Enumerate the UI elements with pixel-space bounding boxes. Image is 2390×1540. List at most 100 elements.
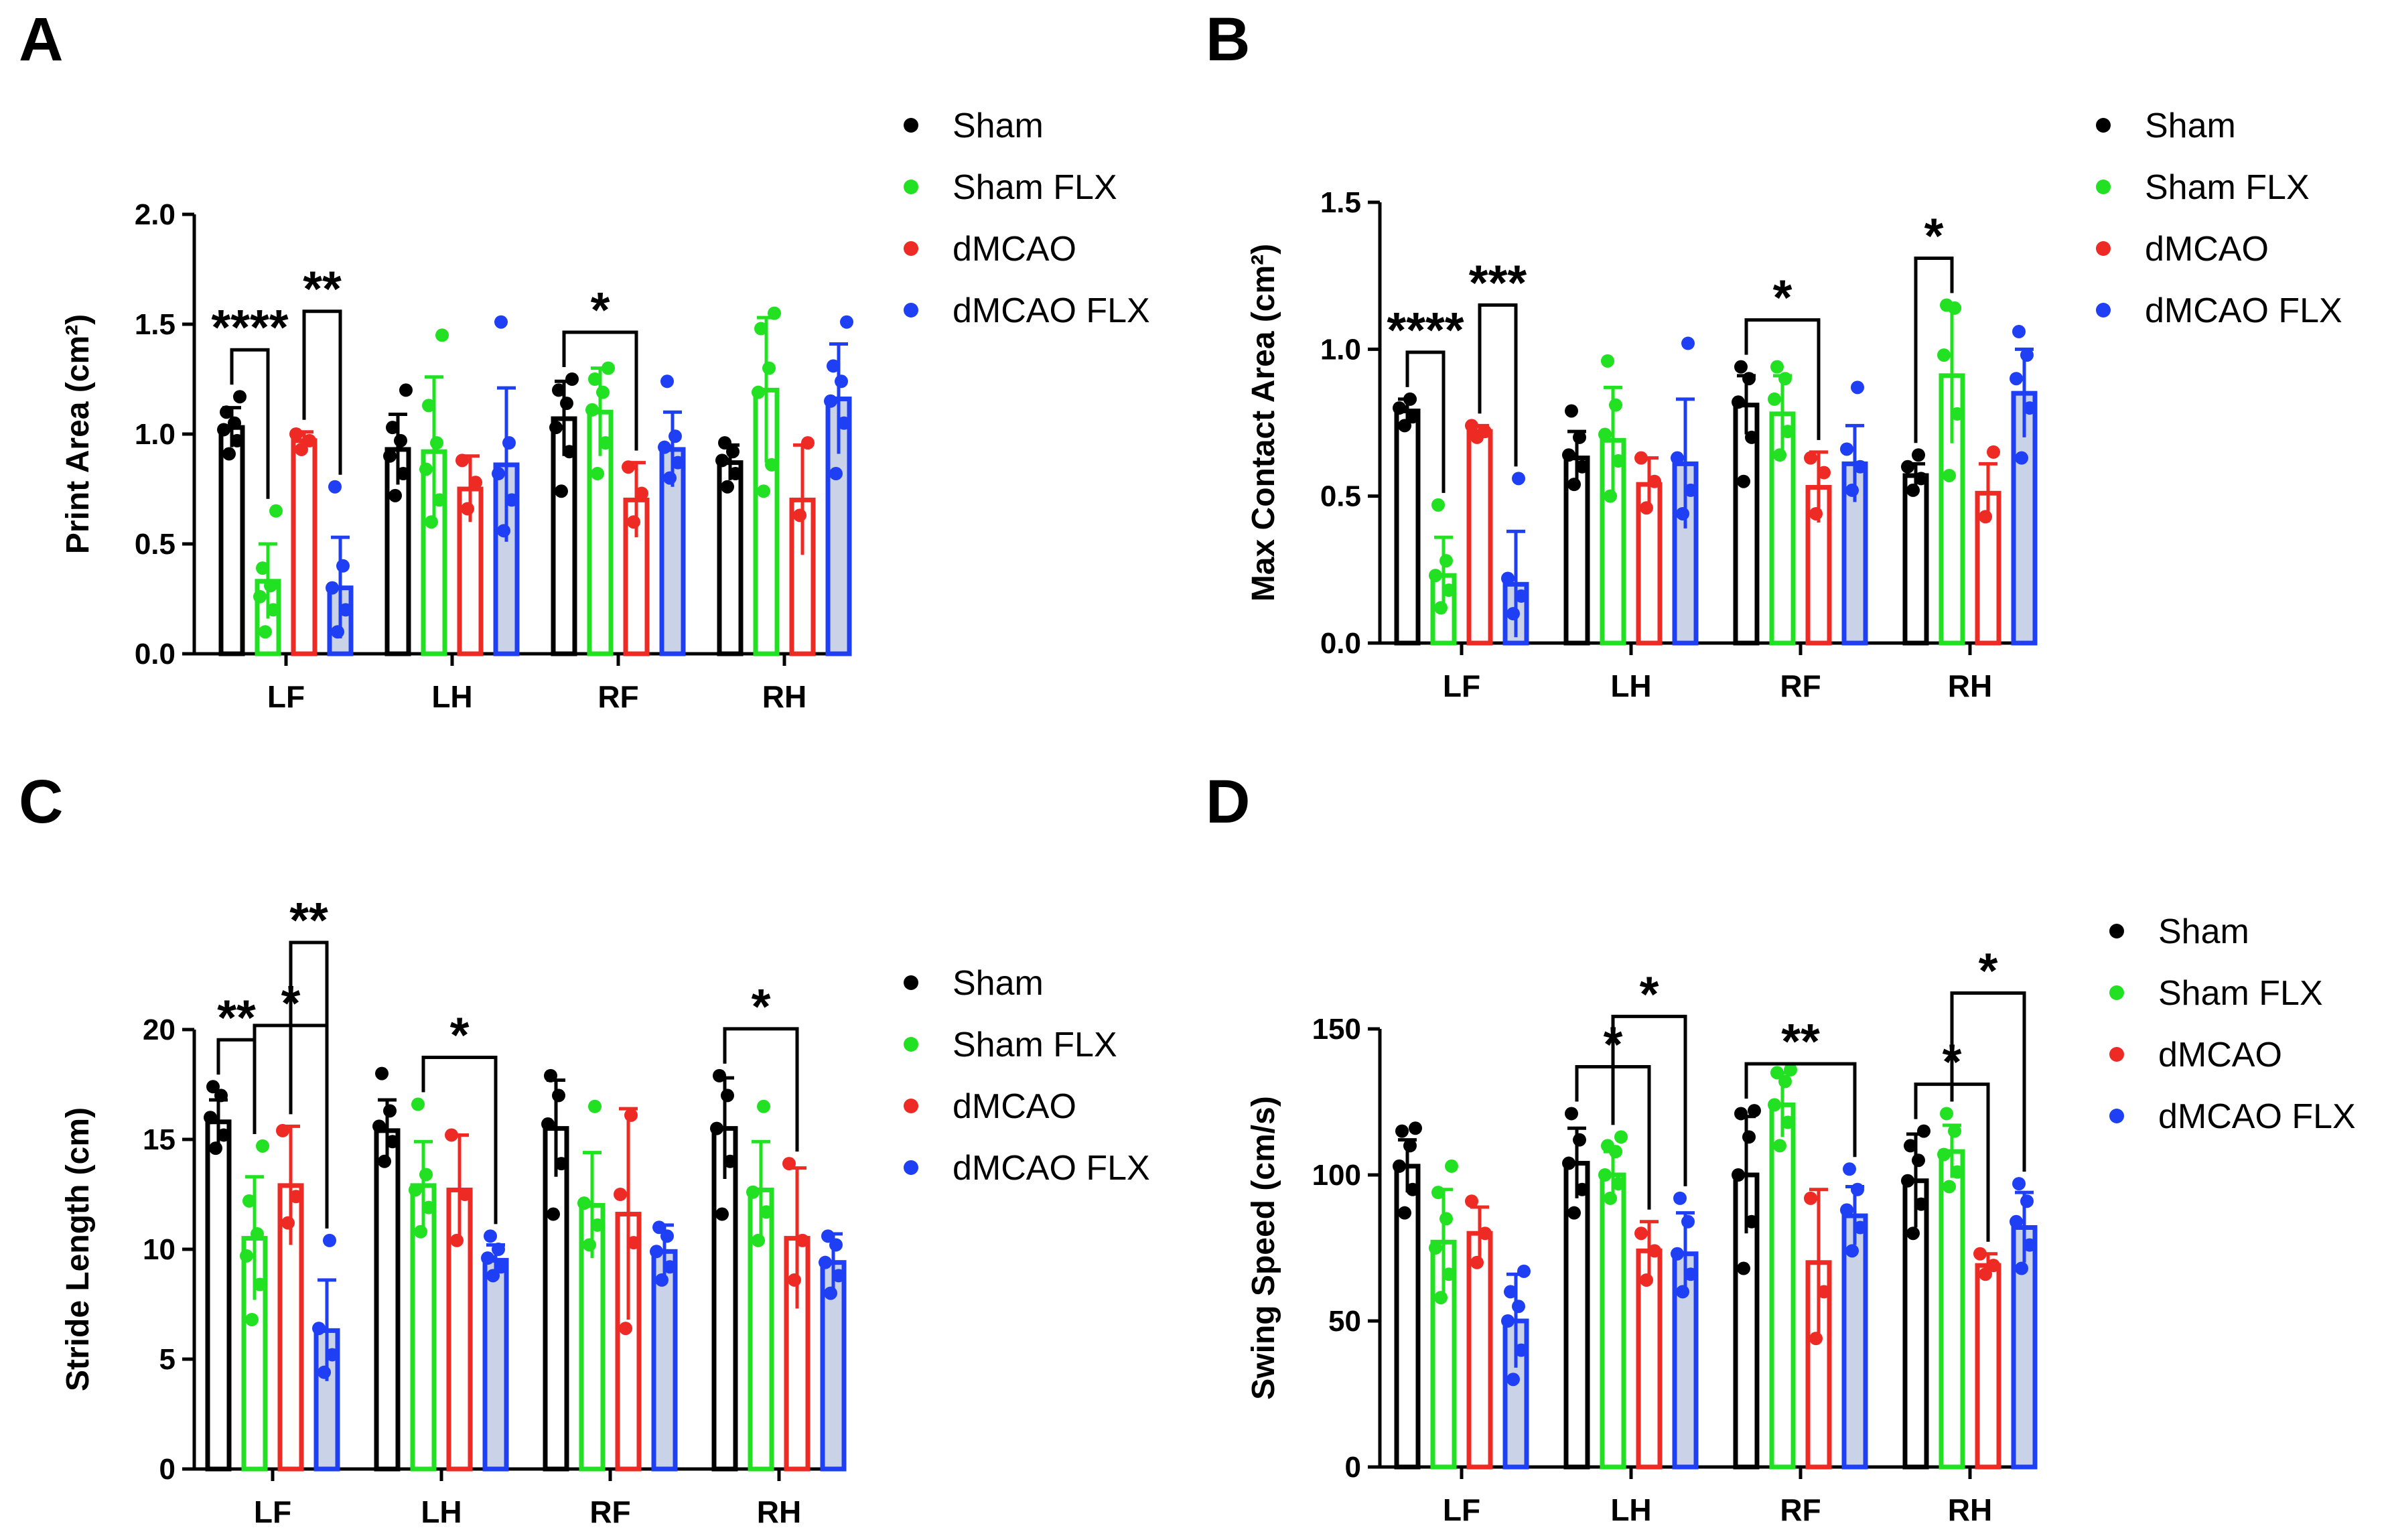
data-point xyxy=(765,458,778,472)
data-point xyxy=(1612,1177,1625,1191)
data-point xyxy=(2010,372,2023,386)
data-point xyxy=(336,559,350,573)
data-point xyxy=(660,1229,674,1243)
data-point xyxy=(1429,1241,1442,1255)
data-point xyxy=(269,504,283,518)
legend-marker xyxy=(2096,241,2111,256)
data-point xyxy=(819,1255,832,1269)
data-point xyxy=(1940,1107,1953,1121)
data-point xyxy=(1979,1267,1992,1281)
data-point xyxy=(660,374,674,389)
data-point xyxy=(583,1238,596,1252)
y-tick-label: 100 xyxy=(1312,1159,1361,1192)
data-point xyxy=(549,421,563,435)
significance-label: **** xyxy=(1387,302,1464,358)
data-point xyxy=(555,1157,568,1171)
data-point xyxy=(671,456,685,470)
data-point xyxy=(1429,569,1442,583)
data-point xyxy=(1917,1124,1930,1138)
data-point xyxy=(220,405,233,419)
data-point xyxy=(1517,1264,1531,1278)
data-point xyxy=(492,1243,505,1256)
data-point xyxy=(1403,392,1417,406)
data-point xyxy=(1393,401,1406,415)
data-point xyxy=(591,467,604,481)
data-point xyxy=(2010,1214,2023,1229)
data-point xyxy=(318,1365,331,1379)
data-point xyxy=(555,484,568,498)
data-point xyxy=(1478,425,1492,439)
data-point xyxy=(726,445,740,459)
data-point xyxy=(312,1322,326,1336)
data-point xyxy=(251,1227,264,1241)
x-tick-label: LH xyxy=(1610,1492,1651,1527)
data-point xyxy=(1809,506,1823,520)
data-point xyxy=(1601,1139,1614,1153)
bar xyxy=(1902,473,1929,646)
data-point xyxy=(1501,1314,1515,1328)
data-point xyxy=(1768,392,1781,406)
panel-letter: D xyxy=(1206,768,1250,836)
data-point xyxy=(1504,1285,1517,1299)
bar xyxy=(1939,1149,1965,1470)
data-point xyxy=(1906,483,1920,497)
data-point xyxy=(323,1233,336,1247)
data-point xyxy=(746,1185,760,1199)
data-point xyxy=(1912,448,1925,462)
data-point xyxy=(1575,460,1589,474)
data-point xyxy=(655,1273,669,1287)
legend-marker xyxy=(904,303,918,318)
data-point xyxy=(768,306,781,320)
significance-label: * xyxy=(591,282,610,338)
data-point xyxy=(588,1099,602,1113)
legend-label: Sham xyxy=(2158,912,2249,951)
y-tick-label: 2.0 xyxy=(135,198,175,231)
data-point xyxy=(1671,1247,1684,1261)
data-point xyxy=(754,322,768,336)
data-point xyxy=(715,1207,729,1221)
panel-letter: A xyxy=(19,5,63,74)
data-point xyxy=(505,493,518,507)
data-point xyxy=(378,1154,391,1168)
data-point xyxy=(240,1249,253,1263)
bar xyxy=(1975,1263,2001,1470)
data-point xyxy=(1512,1300,1525,1314)
data-point xyxy=(1940,298,1953,312)
data-point xyxy=(222,447,236,461)
data-point xyxy=(1575,1182,1589,1196)
data-point xyxy=(399,383,413,397)
y-tick-label: 1.5 xyxy=(135,308,175,341)
data-point xyxy=(303,433,316,447)
data-point xyxy=(1684,1267,1697,1281)
data-point xyxy=(425,515,438,529)
data-point xyxy=(585,403,599,417)
data-point xyxy=(723,1154,737,1168)
data-point xyxy=(1840,1203,1853,1217)
data-point xyxy=(544,1068,557,1082)
data-point xyxy=(563,445,576,459)
data-point xyxy=(1737,474,1750,488)
data-point xyxy=(1601,354,1614,368)
data-point xyxy=(619,1322,632,1336)
bar xyxy=(543,1126,569,1472)
data-point xyxy=(1987,1259,2000,1273)
data-point xyxy=(1395,1124,1409,1138)
data-point xyxy=(1398,419,1411,433)
data-point xyxy=(1515,1343,1528,1357)
data-point xyxy=(1478,1227,1492,1241)
data-point xyxy=(1614,1130,1628,1144)
data-point xyxy=(1748,1104,1761,1118)
data-point xyxy=(596,385,610,399)
y-tick-label: 1.0 xyxy=(135,418,175,451)
data-point xyxy=(242,1194,256,1208)
data-point xyxy=(1770,1066,1784,1080)
legend-label: dMCAO FLX xyxy=(953,291,1150,330)
data-point xyxy=(624,1108,638,1122)
data-point xyxy=(1943,468,1956,482)
significance-bracket xyxy=(1914,257,1954,443)
x-tick-label: LH xyxy=(421,1494,462,1529)
data-point xyxy=(264,579,277,593)
data-point xyxy=(2015,1261,2028,1275)
data-point xyxy=(433,493,446,507)
